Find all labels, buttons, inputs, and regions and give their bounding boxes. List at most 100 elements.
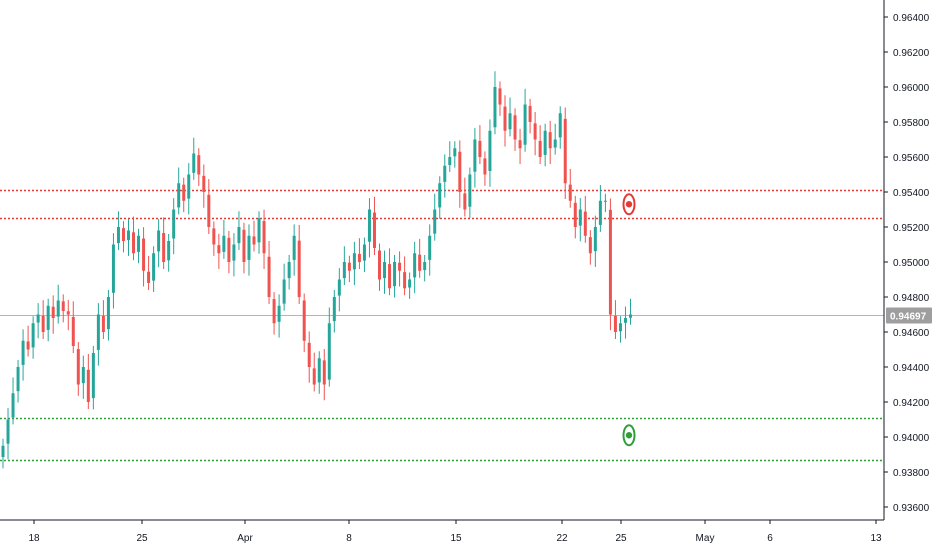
price-axis[interactable]: 0.96400 0.96200 0.96000 0.95800 0.95600 0.954… — [884, 13, 932, 514]
candle-body — [197, 155, 201, 175]
candle — [202, 164, 206, 208]
candle-body — [458, 151, 462, 192]
price-tick-label: 0.94200 — [893, 398, 930, 409]
candle — [217, 233, 221, 269]
candle — [337, 268, 341, 312]
candle-body — [227, 237, 231, 262]
candle-body — [468, 174, 472, 207]
candle-body — [593, 227, 597, 252]
target-dot-icon — [625, 432, 633, 439]
candle — [372, 196, 376, 255]
candle-body — [36, 314, 40, 323]
candle — [81, 355, 85, 399]
time-tick-label: 8 — [346, 533, 352, 544]
candle — [71, 301, 75, 353]
candle-body — [523, 104, 527, 145]
candle-body — [613, 315, 617, 332]
price-tick-label: 0.94800 — [893, 293, 930, 304]
candle — [352, 241, 356, 286]
candle — [31, 316, 35, 359]
candle-body — [257, 218, 261, 243]
candle-body — [287, 262, 291, 279]
candle-body — [202, 175, 206, 192]
sell-target-marker[interactable] — [622, 193, 636, 216]
candle-body — [578, 209, 582, 226]
candle — [322, 348, 326, 401]
candle — [468, 167, 472, 219]
candle — [212, 221, 216, 256]
candle-body — [41, 315, 45, 332]
candle — [162, 217, 166, 269]
candle-body — [207, 194, 211, 227]
candle-body — [453, 148, 457, 157]
candle — [367, 198, 371, 258]
candle — [498, 81, 502, 116]
time-tick-label: 6 — [767, 533, 773, 544]
candle-body — [568, 184, 572, 201]
candle-body — [232, 244, 236, 261]
candle-body — [352, 253, 356, 270]
candle — [593, 215, 597, 267]
candle-body — [433, 209, 437, 234]
candle — [388, 248, 392, 296]
candle — [563, 107, 567, 199]
candle-body — [242, 229, 246, 262]
candle-body — [558, 113, 562, 138]
candle — [282, 263, 286, 311]
candle-body — [478, 140, 482, 157]
candle-body — [543, 130, 547, 155]
candle — [327, 307, 331, 387]
time-tick-label: 22 — [556, 533, 568, 544]
candle-body — [548, 132, 552, 149]
candle-body — [528, 105, 532, 122]
candle-body — [588, 237, 592, 254]
candle — [292, 224, 296, 276]
candle-body — [66, 311, 70, 315]
candle — [438, 176, 442, 219]
candle — [172, 198, 176, 255]
candle-body — [187, 174, 191, 199]
candle — [403, 256, 407, 296]
candle — [443, 154, 447, 198]
candle-body — [438, 183, 442, 208]
candle-body — [247, 235, 251, 260]
candle-body — [26, 341, 30, 350]
price-tick-label: 0.94600 — [893, 328, 930, 339]
time-tick-label: 25 — [136, 533, 148, 544]
candle-body — [277, 305, 281, 322]
candle — [312, 352, 316, 392]
candle — [362, 237, 366, 272]
buy-target-marker[interactable] — [622, 424, 636, 447]
candle-body — [51, 306, 55, 318]
candle — [232, 233, 236, 277]
candle — [127, 219, 130, 256]
candle — [227, 230, 231, 274]
candle-body — [137, 235, 141, 252]
time-tick-label: 15 — [450, 533, 462, 544]
candle — [408, 272, 412, 299]
candle-body — [282, 279, 286, 304]
time-tick-label: 25 — [615, 533, 627, 544]
candle-body — [362, 244, 366, 261]
candle-body — [332, 297, 336, 322]
candle — [101, 300, 105, 339]
candle-body — [267, 256, 271, 297]
candle-body — [222, 235, 226, 252]
time-axis[interactable]: 18 25 Apr 8 15 22 25 May 6 13 — [28, 520, 882, 544]
candle-body — [383, 262, 387, 279]
candle — [272, 292, 276, 335]
candle — [147, 255, 151, 290]
candle — [613, 300, 617, 339]
candle — [197, 148, 201, 186]
candle-body — [483, 158, 487, 175]
candle-body — [603, 200, 607, 202]
candle — [568, 168, 572, 208]
markers-layer — [622, 193, 636, 447]
candle-body — [488, 130, 492, 171]
candle-body — [393, 262, 397, 287]
candle — [548, 120, 552, 164]
candle — [132, 216, 136, 261]
price-tick-label: 0.94000 — [893, 433, 930, 444]
candle-body — [372, 212, 376, 248]
